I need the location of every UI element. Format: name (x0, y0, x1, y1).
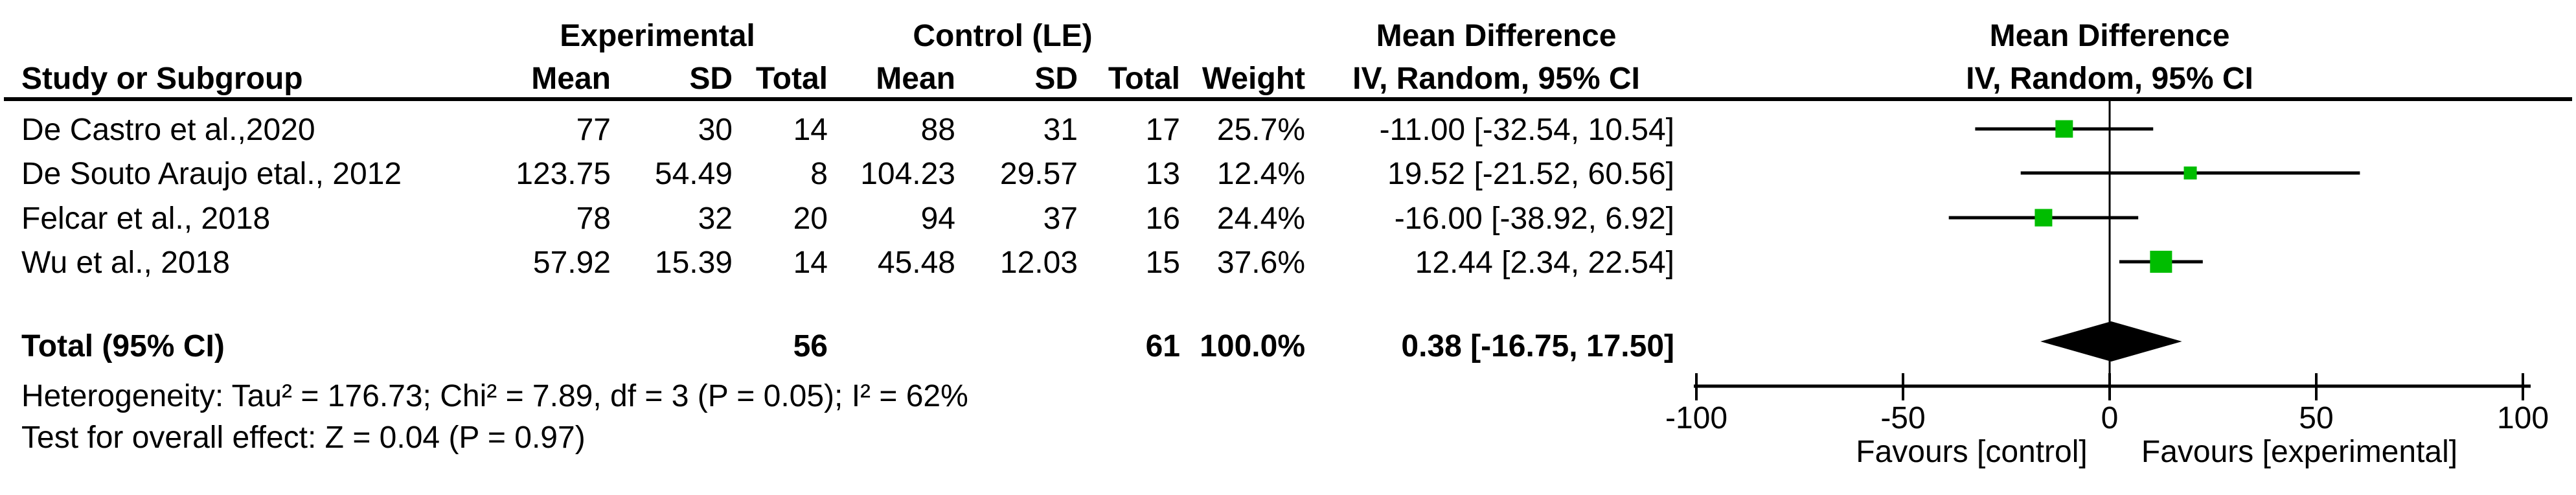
cell-mean2: 45.48 (877, 246, 955, 280)
cell-total1: 14 (793, 246, 828, 280)
axis-label-favours-control: Favours [control] (1856, 435, 2088, 469)
cell-ci: 19.52 [-21.52, 60.56] (1387, 157, 1674, 191)
group2-header: Control (LE) (913, 19, 1093, 53)
axis-tick (2315, 373, 2318, 400)
effect-square (2150, 251, 2172, 273)
cell-ci: 12.44 [2.34, 22.54] (1415, 246, 1674, 280)
cell-sd1: 54.49 (654, 157, 733, 191)
cell-weight: 25.7% (1216, 113, 1305, 147)
cell-total1: 20 (793, 201, 828, 236)
axis-tick-label: -100 (1665, 401, 1728, 435)
axis-tick-label: -50 (1880, 401, 1926, 435)
cell-total1: 8 (810, 157, 828, 191)
axis-tick-label: 0 (2101, 401, 2119, 435)
sd1-header: SD (689, 62, 733, 96)
cell-sd2: 12.03 (999, 246, 1078, 280)
cell-total1: 14 (793, 113, 828, 147)
effect-square (2183, 167, 2197, 179)
effect-square (2055, 120, 2073, 138)
effect-ci-header: IV, Random, 95% CI (1352, 62, 1640, 96)
group1-header: Experimental (560, 19, 755, 53)
zero-line (2108, 101, 2111, 386)
cell-weight: 12.4% (1216, 157, 1305, 191)
effect-column-header: Mean Difference (1376, 19, 1617, 53)
cell-mean1: 77 (576, 113, 611, 147)
cell-sd1: 15.39 (654, 246, 733, 280)
total-row-label: Total (95% CI) (21, 329, 225, 363)
cell-study: De Souto Araujo etal., 2012 (21, 157, 402, 191)
cell-sd2: 29.57 (999, 157, 1078, 191)
study-column-header: Study or Subgroup (21, 62, 303, 96)
cell-mean2: 104.23 (860, 157, 955, 191)
total-row-weight: 100.0% (1200, 329, 1305, 363)
effect-square (2035, 209, 2053, 227)
total1-header: Total (755, 62, 828, 96)
total-row-total2: 61 (1145, 329, 1180, 363)
total2-header: Total (1108, 62, 1180, 96)
cell-mean1: 57.92 (532, 246, 611, 280)
cell-total2: 16 (1145, 201, 1180, 236)
cell-ci: -16.00 [-38.92, 6.92] (1394, 201, 1674, 236)
cell-ci: -11.00 [-32.54, 10.54] (1379, 113, 1674, 147)
heterogeneity-note: Heterogeneity: Tau² = 176.73; Chi² = 7.8… (21, 379, 968, 413)
cell-weight: 37.6% (1216, 246, 1305, 280)
weight-header: Weight (1202, 62, 1305, 96)
cell-study: Wu et al., 2018 (21, 246, 230, 280)
plot-ci-header: IV, Random, 95% CI (1966, 62, 2253, 96)
axis-label-favours-experimental: Favours [experimental] (2141, 435, 2458, 469)
cell-sd2: 31 (1043, 113, 1078, 147)
cell-sd2: 37 (1043, 201, 1078, 236)
total-row-ci: 0.38 [-16.75, 17.50] (1401, 329, 1674, 363)
mean2-header: Mean (876, 62, 955, 96)
plot-column-header: Mean Difference (1989, 19, 2230, 53)
axis-tick (2108, 373, 2111, 400)
axis-tick (1695, 373, 1698, 400)
x-axis-line (1694, 384, 2531, 388)
axis-tick (1902, 373, 1904, 400)
header-divider (4, 97, 2572, 101)
axis-tick (2522, 373, 2524, 400)
cell-mean2: 94 (920, 201, 955, 236)
cell-total2: 13 (1145, 157, 1180, 191)
axis-tick-label: 50 (2299, 401, 2334, 435)
cell-mean1: 123.75 (516, 157, 611, 191)
cell-study: Felcar et al., 2018 (21, 201, 271, 236)
cell-mean2: 88 (920, 113, 955, 147)
axis-tick-label: 100 (2496, 401, 2549, 435)
cell-sd1: 30 (698, 113, 733, 147)
cell-mean1: 78 (576, 201, 611, 236)
mean1-header: Mean (531, 62, 611, 96)
cell-study: De Castro et al.,2020 (21, 113, 315, 147)
total-row-total1: 56 (793, 329, 828, 363)
cell-total2: 17 (1145, 113, 1180, 147)
cell-weight: 24.4% (1216, 201, 1305, 236)
sd2-header: SD (1034, 62, 1078, 96)
overall-effect-note: Test for overall effect: Z = 0.04 (P = 0… (21, 420, 586, 455)
cell-sd1: 32 (698, 201, 733, 236)
cell-total2: 15 (1145, 246, 1180, 280)
summary-diamond (2040, 321, 2182, 362)
